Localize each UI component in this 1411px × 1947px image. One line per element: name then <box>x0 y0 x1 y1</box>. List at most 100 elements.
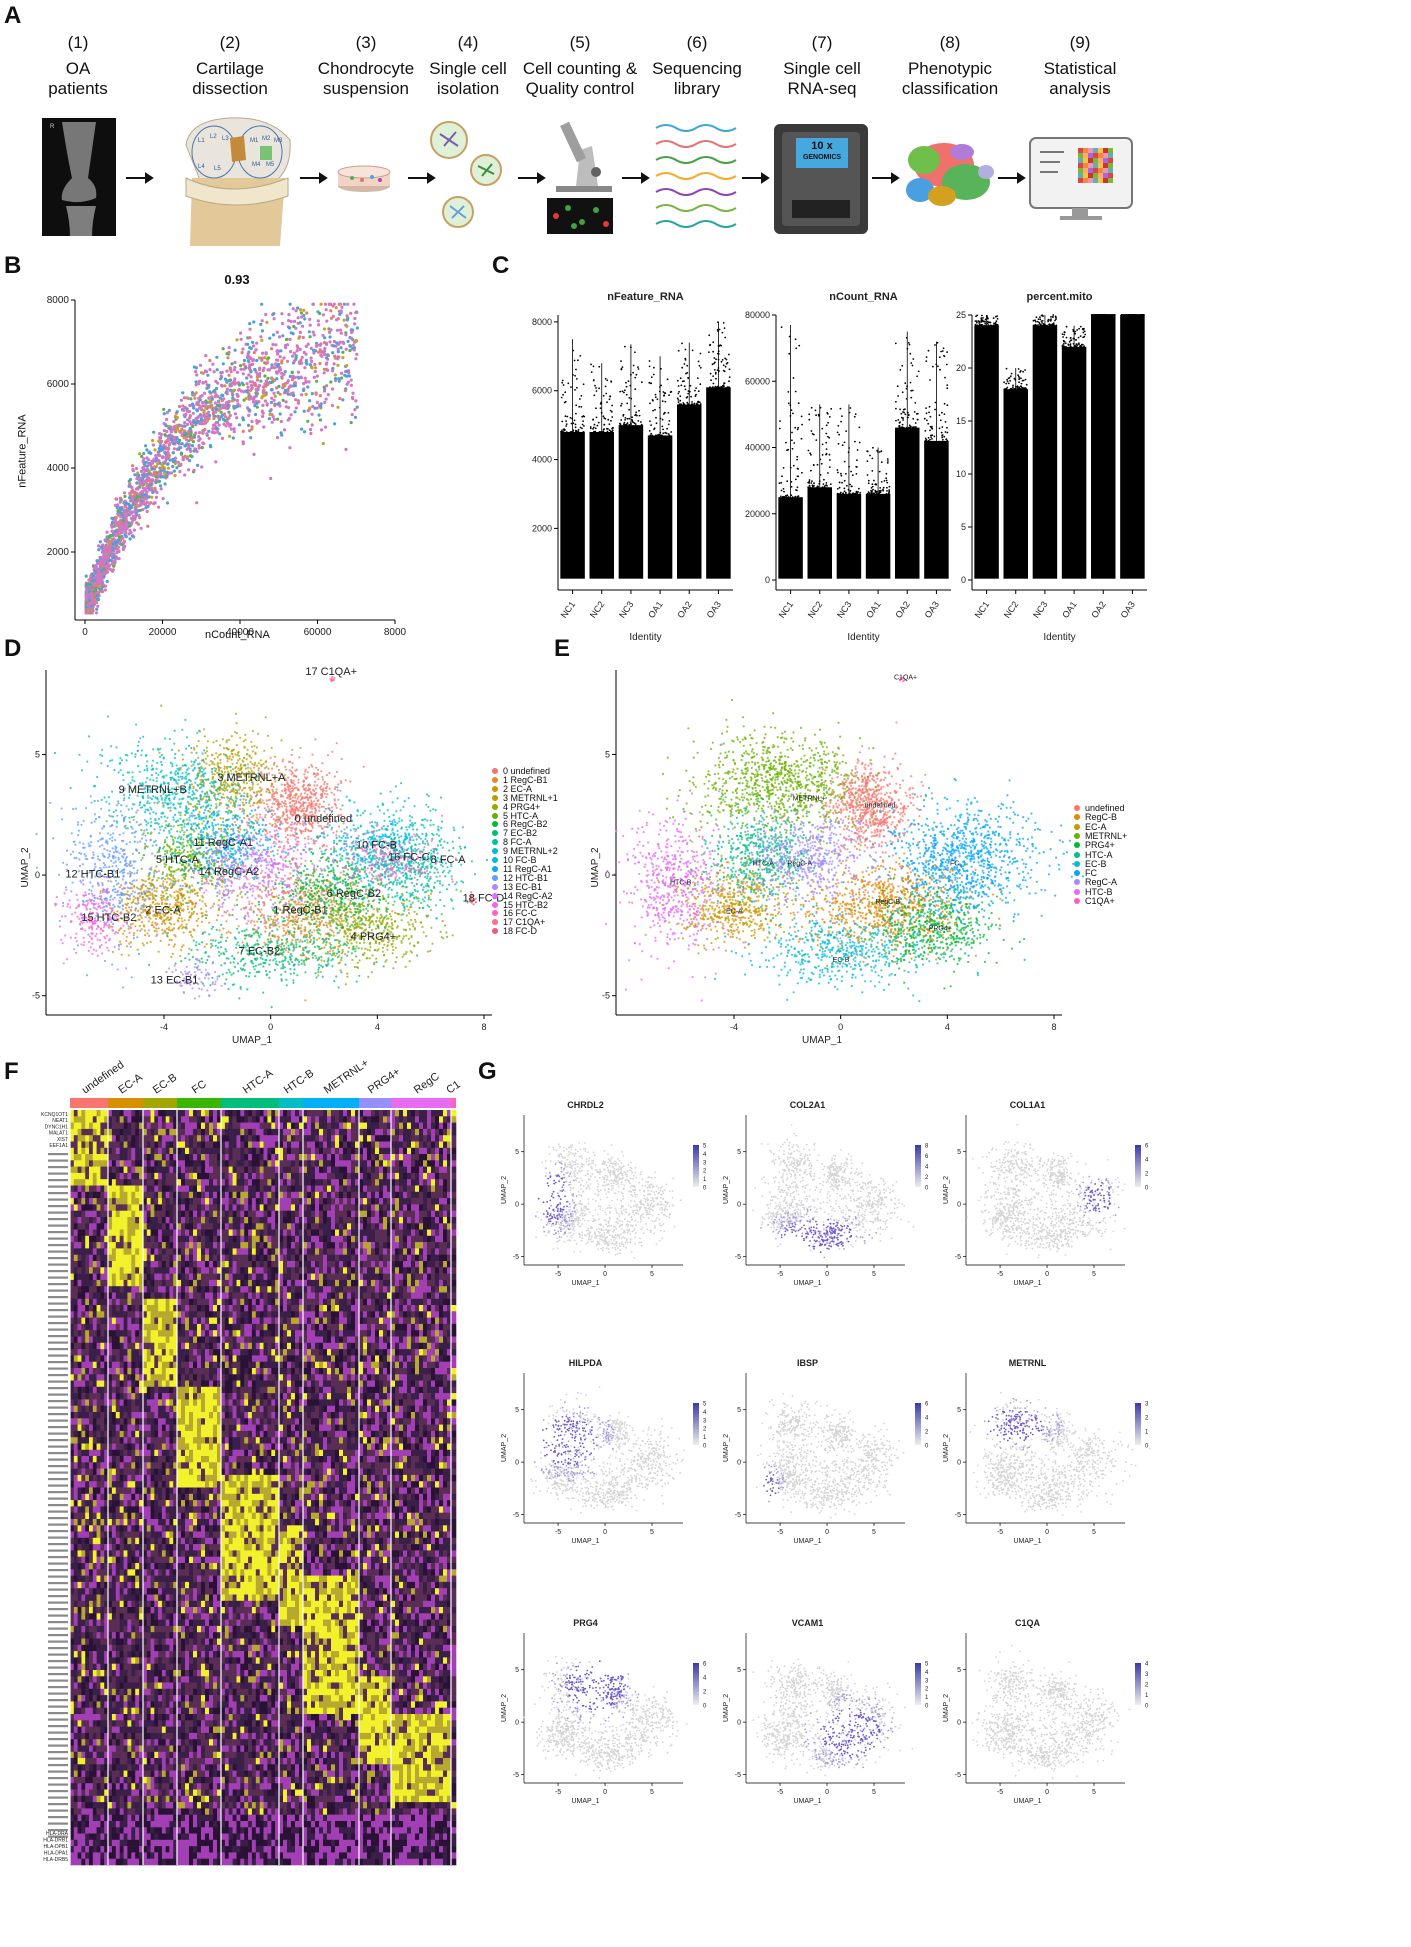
violin-point <box>821 454 824 456</box>
violin-point <box>708 334 711 337</box>
scatter-point <box>307 380 311 384</box>
violin-point <box>621 390 624 393</box>
scatter-point <box>293 381 297 385</box>
umap-point <box>287 776 290 779</box>
violin-point <box>578 405 581 408</box>
scatter-point <box>309 431 313 436</box>
scatter-point <box>119 511 123 515</box>
umap-point <box>250 908 253 911</box>
scatter-point <box>232 430 236 434</box>
violin-point <box>913 411 916 413</box>
umap-point <box>295 823 298 826</box>
scatter-point <box>99 545 103 549</box>
scatter-point <box>339 346 343 350</box>
scatter-point <box>279 419 283 424</box>
violin-point <box>944 376 946 379</box>
single-cell-droplets <box>430 121 502 228</box>
violin-point <box>625 381 627 384</box>
violin-point <box>843 490 846 493</box>
umap-point <box>265 803 268 806</box>
violin-point <box>811 432 814 435</box>
scatter-point <box>189 430 193 434</box>
violin-point <box>996 318 999 320</box>
violin-point <box>1005 387 1008 390</box>
scatter-point <box>183 444 187 448</box>
scatter-point <box>350 330 354 334</box>
scatter-point <box>205 418 209 422</box>
violin-point <box>975 320 978 322</box>
violin-point <box>1020 382 1023 385</box>
scatter-point <box>270 365 275 369</box>
violin-point <box>867 479 870 482</box>
scatter-point <box>98 587 102 591</box>
scatter-point <box>208 368 212 372</box>
scatter-point <box>312 375 316 379</box>
umap-point <box>282 847 285 850</box>
scatter-point <box>208 390 212 394</box>
scatter-point <box>164 441 168 445</box>
scatter-point <box>112 555 116 559</box>
violin-point <box>926 419 928 422</box>
umap-point <box>311 807 314 810</box>
violin-point <box>1052 314 1055 316</box>
scatter-point <box>277 362 281 367</box>
umap-point <box>258 813 262 816</box>
scatter-point <box>93 567 98 571</box>
umap-point <box>270 812 273 815</box>
scatter-point <box>158 447 162 451</box>
umap-point <box>315 766 318 769</box>
violin-point <box>624 417 627 419</box>
violin-point <box>720 385 722 388</box>
violin-point <box>1034 323 1037 326</box>
scatter-point <box>346 380 350 384</box>
scatter-point <box>178 470 182 474</box>
violin-point <box>858 441 861 444</box>
umap-point <box>311 802 314 805</box>
violin-point <box>983 324 986 327</box>
violin-point <box>783 490 785 493</box>
scatter-point <box>278 392 282 396</box>
umap-point <box>293 812 297 815</box>
scatter-point <box>175 466 179 470</box>
violin-point <box>778 427 781 430</box>
violin-point <box>620 419 623 421</box>
scatter-point <box>183 473 187 477</box>
violin-point <box>871 457 874 460</box>
violin-point <box>668 434 671 437</box>
umap-point <box>284 802 287 806</box>
umap-point <box>333 787 336 791</box>
violin-point <box>871 492 873 495</box>
scatter-point <box>338 396 342 401</box>
umap-point <box>286 816 289 819</box>
scatter-point <box>85 589 89 594</box>
scatter-point <box>144 501 148 505</box>
scatter-point <box>142 451 146 456</box>
scatter-point <box>113 529 117 533</box>
violin-point <box>654 396 657 399</box>
violin-body <box>778 497 803 579</box>
scatter-point <box>354 399 358 403</box>
scatter-point <box>323 302 328 306</box>
scatter-point <box>339 331 343 335</box>
scatter-point <box>204 354 208 358</box>
violin-point <box>903 411 905 414</box>
violin-body <box>677 404 702 579</box>
violin-point <box>901 364 904 367</box>
violin-point <box>1124 314 1127 316</box>
violin-point <box>1075 339 1077 341</box>
scatter-point <box>102 570 106 575</box>
violin-point <box>715 377 717 380</box>
violin-point <box>836 431 839 434</box>
scatter-point <box>334 377 338 381</box>
violin-point <box>1102 314 1104 316</box>
violin-point <box>628 397 631 399</box>
umap-point <box>318 847 322 850</box>
umap-point <box>310 837 313 840</box>
violin-point <box>599 402 602 405</box>
umap-point <box>289 787 292 790</box>
violin-point <box>938 427 941 430</box>
umap-point <box>321 910 324 913</box>
scatter-point <box>162 443 166 447</box>
violin-point <box>851 485 853 488</box>
violin-y-tick-label: 25 <box>956 310 966 320</box>
